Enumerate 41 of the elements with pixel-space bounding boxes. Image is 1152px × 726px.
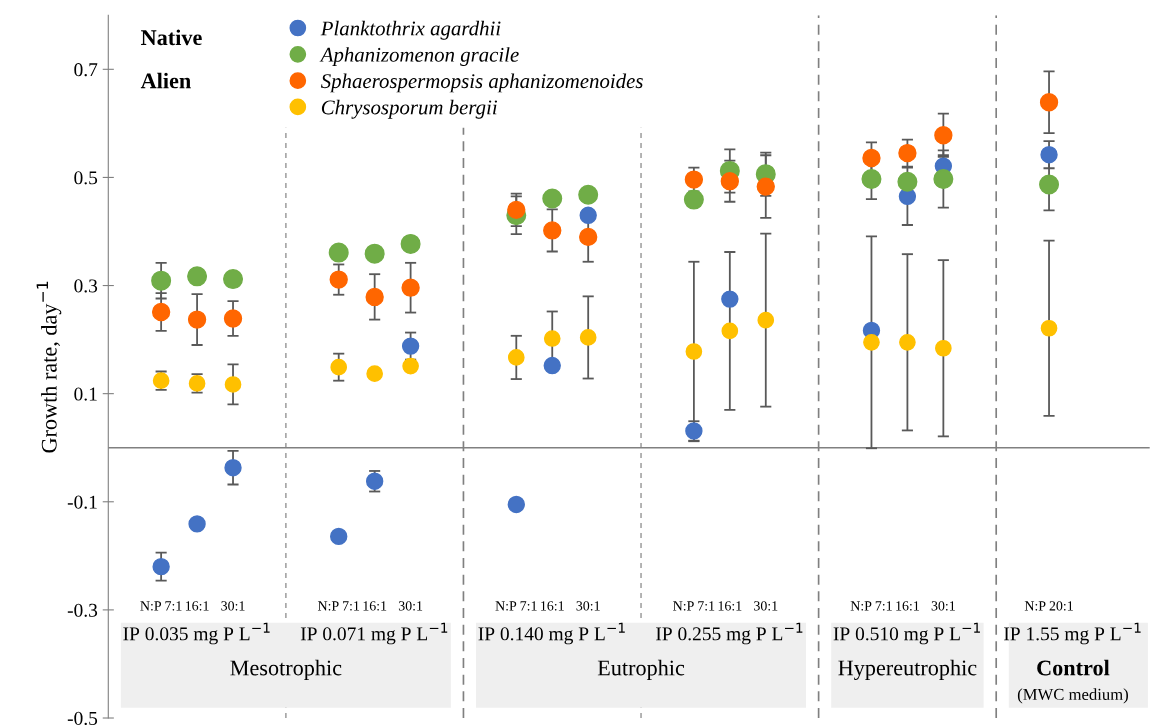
y-tick-label: -0.1 (67, 495, 97, 509)
x-tick-label: 16:1 (718, 601, 742, 611)
y-tick-label: 0.7 (74, 63, 98, 77)
legend-label: Chrysosporum bergii (321, 99, 498, 119)
x-tick-label: N:P 7:1 (317, 601, 360, 611)
annotation: IP 0.140 mg P L$^{−1}$ (478, 622, 625, 645)
x-tick-label: 16:1 (541, 601, 564, 611)
annotation: IP 0.255 mg P L$^{−1}$ (656, 622, 803, 645)
legend-label: Planktothrix agardhii (320, 20, 501, 40)
annotation: IP 0.071 mg P L$^{−1}$ (300, 622, 448, 645)
x-tick-label: N:P 7:1 (673, 601, 715, 611)
y-axis-title: Growth rate, day$^{−1}$ (36, 281, 62, 453)
annotation: Native (141, 29, 202, 46)
x-tick-label: N:P 7:1 (495, 601, 537, 611)
x-tick-label: 30:1 (398, 601, 423, 611)
x-tick-label: N:P 20:1 (1024, 601, 1073, 611)
x-tick-label: 30:1 (576, 601, 600, 611)
y-tick-label: -0.3 (67, 603, 98, 617)
annotation: Hypereutrophic (838, 659, 977, 681)
x-tick-label: 30:1 (754, 601, 778, 611)
annotation: Mesotrophic (230, 659, 342, 680)
y-tick-label: 0.1 (74, 387, 97, 401)
annotation: IP 1.55 mg P L$^{−1}$ (1004, 622, 1141, 645)
y-tick-label: 0.3 (74, 279, 98, 293)
annotation: Eutrophic (597, 659, 685, 680)
legend-label: Aphanizomenon gracile (319, 47, 519, 67)
legend-label: Sphaerospermopsis aphanizomenoides (320, 73, 643, 93)
annotation: (MWC medium) (1017, 688, 1128, 704)
y-tick-label: 0.5 (74, 171, 98, 185)
x-tick-label: 30:1 (931, 601, 955, 611)
x-tick-label: 30:1 (221, 601, 245, 611)
y-tick-label: -0.5 (67, 711, 98, 726)
annotation: Control (1037, 659, 1110, 676)
x-tick-label: 16:1 (896, 601, 919, 611)
annotation: IP 0.035 mg P L$^{−1}$ (123, 622, 270, 645)
x-tick-label: 16:1 (363, 601, 387, 611)
x-tick-label: N:P 7:1 (850, 601, 892, 611)
annotation: Alien (140, 72, 191, 89)
x-tick-label: 16:1 (185, 601, 209, 611)
x-tick-label: N:P 7:1 (140, 601, 182, 611)
annotation: IP 0.510 mg P L$^{−1}$ (833, 622, 980, 645)
